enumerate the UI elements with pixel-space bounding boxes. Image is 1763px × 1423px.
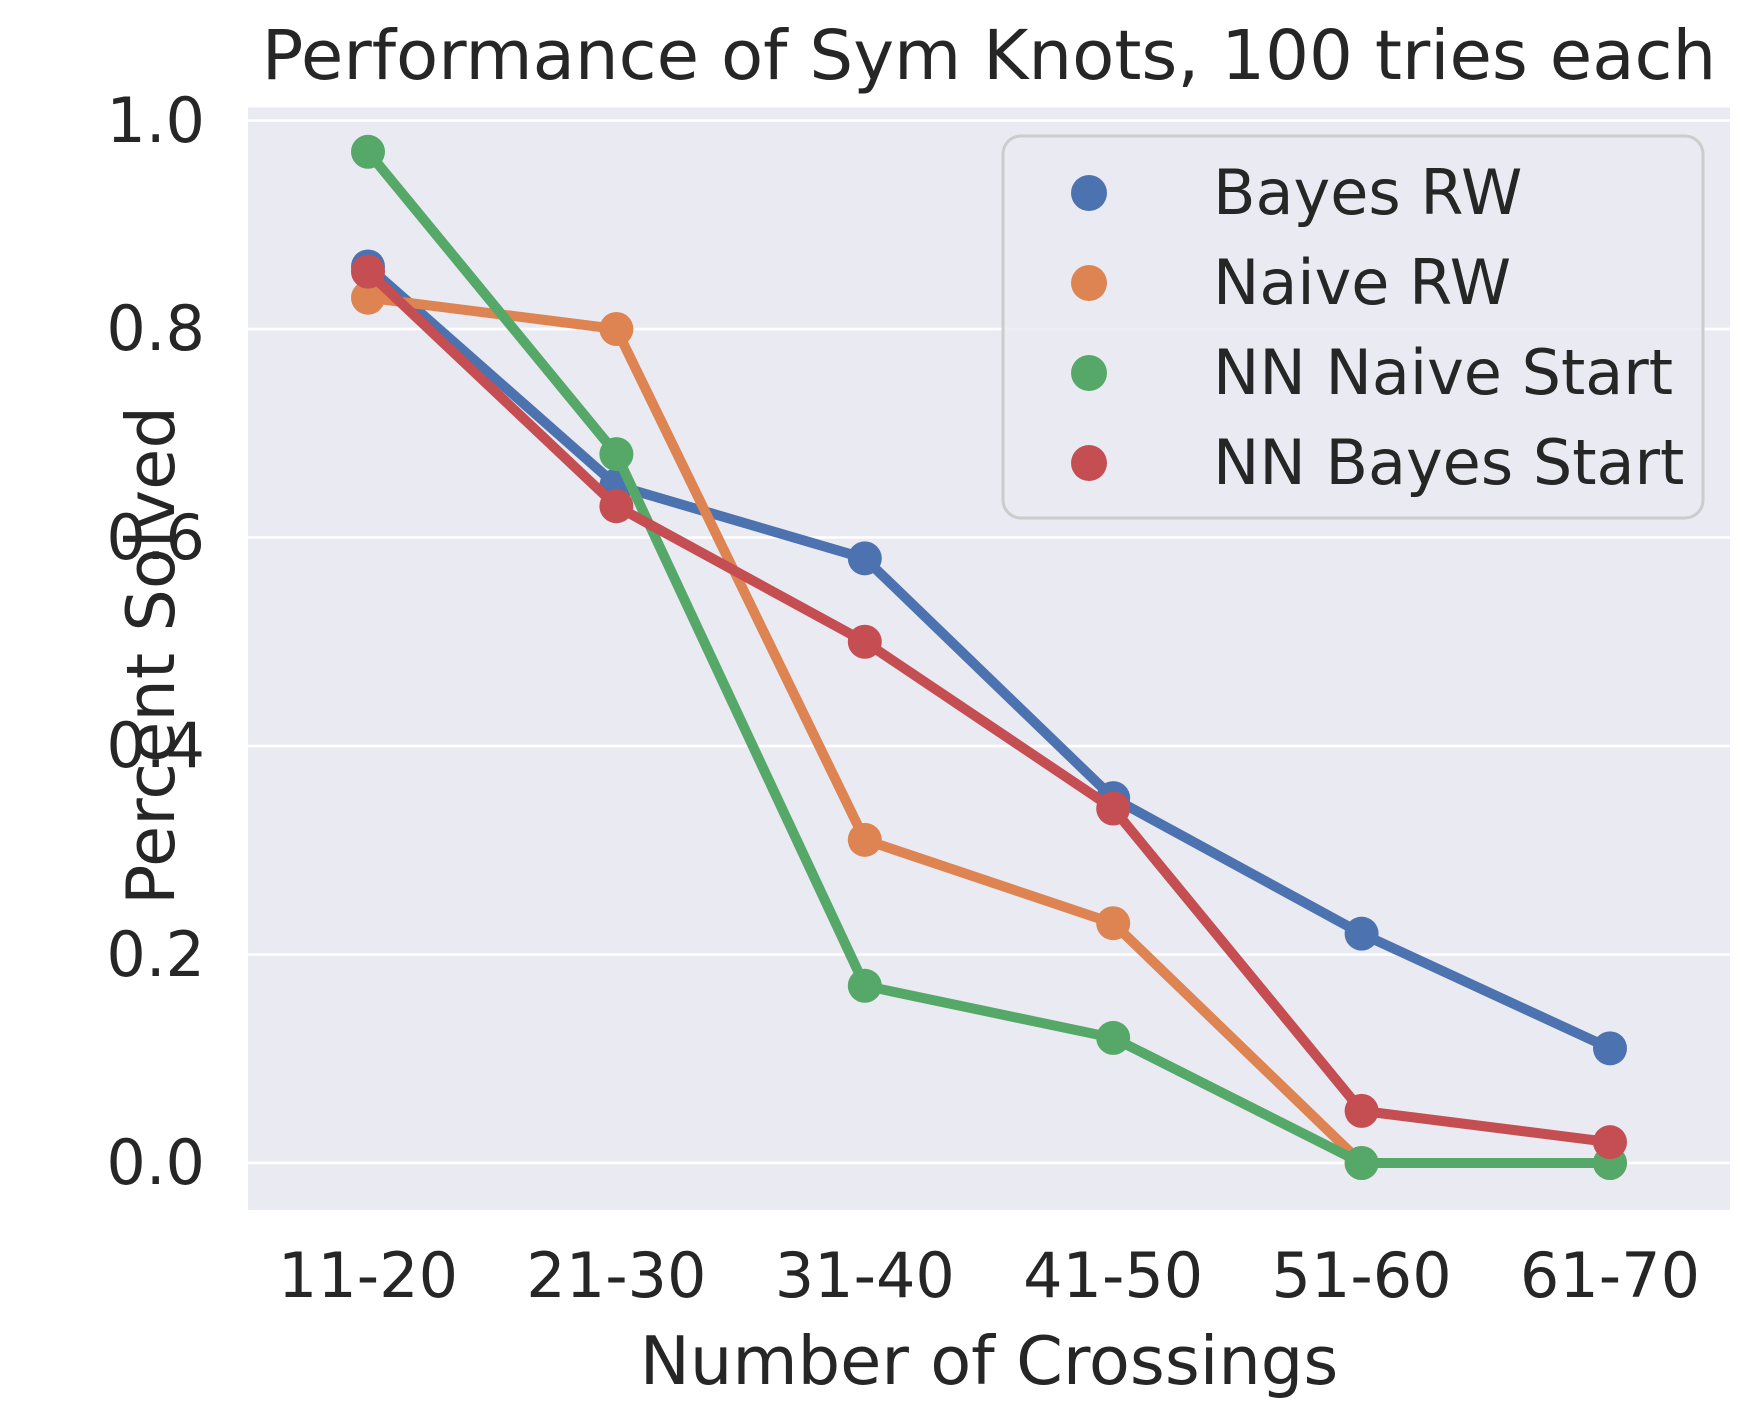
series-line-bayes-rw: [364, 262, 1613, 1053]
series-line-nn-bayes-start: [364, 268, 1611, 1148]
data-point-nn-naive-start: [1096, 1020, 1131, 1055]
data-point-naive-rw: [599, 312, 634, 346]
legend-marker-bayes-rw: [1071, 175, 1107, 211]
y-tick-label: 0.8: [106, 292, 205, 365]
data-point-bayes-rw: [1593, 1031, 1627, 1066]
y-tick-label: 1.0: [106, 83, 205, 157]
data-point-nn-bayes-start: [599, 489, 634, 524]
legend-label-nn-naive-start: NN Naive Start: [1213, 336, 1674, 409]
data-point-naive-rw: [847, 822, 882, 857]
data-point-naive-rw: [1096, 906, 1131, 941]
x-tick-label: 31-40: [774, 1239, 955, 1312]
x-tick-label: 61-70: [1519, 1239, 1701, 1312]
y-tick-label: 0.4: [106, 709, 205, 782]
legend-label-naive-rw: Naive RW: [1213, 246, 1512, 319]
legend-marker-nn-bayes-start: [1071, 445, 1107, 481]
legend-label-nn-bayes-start: NN Bayes Start: [1213, 426, 1685, 499]
legend-label-bayes-rw: Bayes RW: [1213, 156, 1523, 229]
data-point-nn-bayes-start: [1096, 791, 1131, 826]
legend-marker-nn-naive-start: [1071, 355, 1107, 391]
data-point-nn-bayes-start: [1344, 1093, 1379, 1128]
legend-marker-naive-rw: [1071, 265, 1107, 301]
data-point-bayes-rw: [1344, 916, 1379, 951]
data-point-nn-bayes-start: [1593, 1125, 1627, 1160]
chart-title: Performance of Sym Knots, 100 tries each: [261, 16, 1717, 96]
x-tick-label: 11-20: [277, 1239, 459, 1312]
data-point-bayes-rw: [847, 541, 882, 576]
series-line-nn-naive-start: [364, 148, 1610, 1168]
legend-box: [1001, 134, 1705, 520]
data-point-nn-bayes-start: [351, 254, 385, 289]
x-tick-label: 21-30: [526, 1239, 707, 1312]
x-tick-label: 41-50: [1023, 1239, 1204, 1312]
data-point-naive-rw: [351, 280, 385, 315]
data-point-nn-naive-start: [599, 437, 634, 472]
y-tick-label: 0.2: [106, 917, 205, 991]
x-axis-label: Number of Crossings: [639, 1322, 1339, 1400]
data-point-nn-naive-start: [1344, 1146, 1379, 1180]
data-point-nn-naive-start: [847, 968, 882, 1003]
y-tick-label: 0.0: [106, 1126, 205, 1199]
y-axis-label: Percent Solved: [112, 406, 190, 905]
data-point-nn-naive-start: [351, 134, 385, 169]
data-point-nn-bayes-start: [847, 624, 882, 659]
x-tick-label: 51-60: [1271, 1239, 1452, 1312]
y-tick-label: 0.6: [106, 500, 205, 574]
